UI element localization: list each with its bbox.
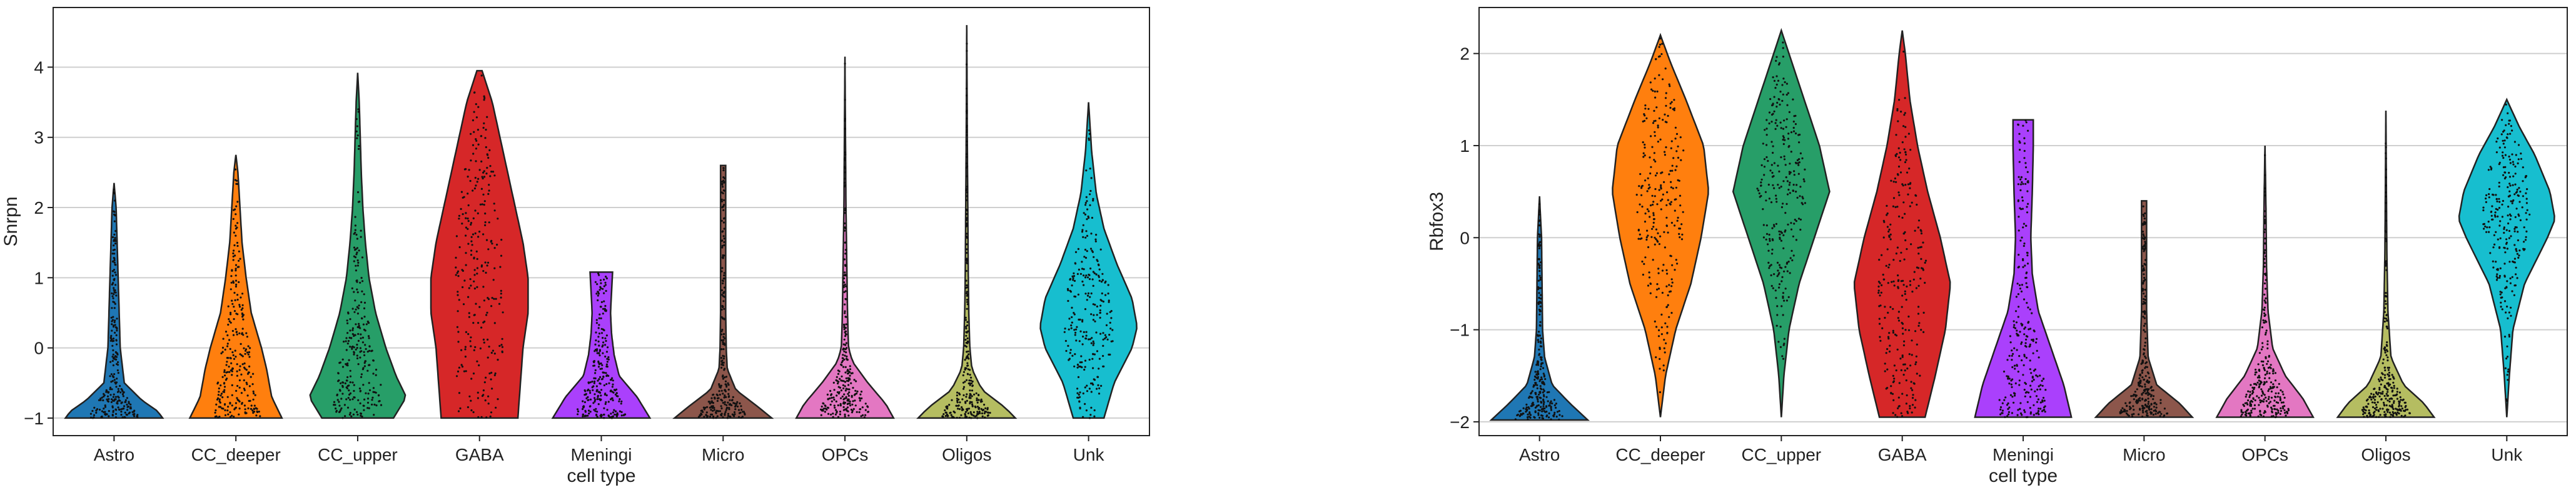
violin-panel-rbfox3: −2 −1 0 1 2 Astro CC_deeper CC_upper GABA Meningi… <box>1427 7 2568 486</box>
points-meningi <box>577 272 627 419</box>
violin-cc-upper <box>309 72 407 419</box>
y-tick-label: 4 <box>34 58 44 77</box>
x-tick-label: Oligos <box>2361 445 2410 464</box>
x-tick-label: Meningi <box>1993 445 2054 464</box>
points-gaba <box>1877 51 1927 418</box>
x-tick-label: Meningi <box>570 445 632 464</box>
y-tick-label: −1 <box>1450 321 1470 340</box>
x-axis-label: cell type <box>567 466 635 486</box>
points-cc-deeper <box>1635 38 1685 413</box>
y-axis-label: Snrpn <box>1 196 21 246</box>
x-tick-label: GABA <box>455 445 504 464</box>
points-micro <box>697 167 746 419</box>
violin-unk <box>2458 98 2555 418</box>
violin-unk <box>1039 102 1138 419</box>
x-axis-label: cell type <box>1989 466 2058 486</box>
y-tick-label: 0 <box>1460 228 1470 248</box>
points-cc-upper <box>1756 41 1806 360</box>
violin-micro <box>2094 200 2195 418</box>
violin-micro <box>672 164 774 419</box>
y-tick-label: 2 <box>34 198 44 218</box>
y-tick-label: 1 <box>34 268 44 288</box>
y-tick-label: −2 <box>1450 412 1470 432</box>
x-tick-label: CC_deeper <box>191 445 281 464</box>
points-unk <box>2482 103 2531 402</box>
points-opcs <box>2240 154 2290 419</box>
points-astro <box>1514 203 1563 421</box>
x-tick-label: Astro <box>1519 445 1560 464</box>
violin-meningi <box>1974 119 2073 418</box>
violin-gaba <box>1853 30 1951 418</box>
violin-gaba <box>430 69 529 419</box>
y-tick-label: −1 <box>24 409 44 428</box>
violin-cc-upper <box>1732 28 1831 418</box>
x-tick-label: CC_upper <box>318 445 398 464</box>
x-tick-label: CC_deeper <box>1615 445 1705 464</box>
points-oligos <box>941 42 991 419</box>
x-tick-label: Micro <box>702 445 744 464</box>
y-tick-label: 2 <box>1460 44 1470 64</box>
violin-panel-snrpn: −1 0 1 2 3 4 Astro CC_deeper CC_upper GABA Meningi… <box>1 7 1150 486</box>
y-axis-label: Rbfox3 <box>1427 192 1447 251</box>
points-cc-upper <box>333 108 383 419</box>
x-tick-label: Astro <box>94 445 134 464</box>
x-tick-label: GABA <box>1878 445 1927 464</box>
points-oligos <box>2361 142 2411 418</box>
points-unk <box>1063 129 1114 419</box>
y-tick-label: 1 <box>1460 136 1470 156</box>
points-meningi <box>1998 119 2047 419</box>
points-gaba <box>455 74 504 419</box>
points-micro <box>2119 205 2169 418</box>
violin-cc-deeper <box>1612 32 1709 418</box>
violin-astro <box>64 182 164 419</box>
x-tick-label: Oligos <box>942 445 991 464</box>
points-opcs <box>820 62 870 419</box>
y-tick-label: 3 <box>34 128 44 148</box>
violin-oligos <box>916 25 1018 419</box>
violin-meningi <box>551 271 652 419</box>
x-tick-label: Unk <box>1073 445 1105 464</box>
violin-opcs <box>2215 145 2315 418</box>
x-tick-label: OPCs <box>2241 445 2288 464</box>
x-tick-label: OPCs <box>822 445 869 464</box>
violin-opcs <box>795 56 895 419</box>
x-tick-label: CC_upper <box>1742 445 1822 464</box>
points-cc-deeper <box>214 168 261 419</box>
points-astro <box>89 188 139 419</box>
x-tick-label: Micro <box>2123 445 2165 464</box>
y-tick-label: 0 <box>34 339 44 358</box>
violin-astro <box>1489 196 1590 421</box>
x-tick-label: Unk <box>2491 445 2523 464</box>
